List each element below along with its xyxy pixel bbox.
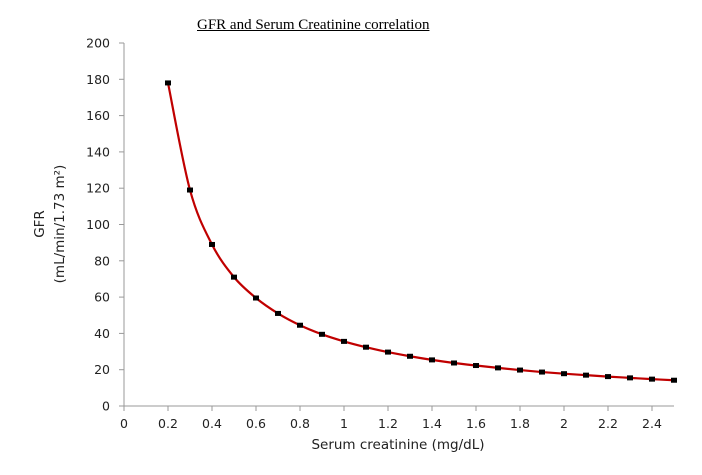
y-tick-label: 200 [86,36,110,51]
y-axis-label-line2: (mL/min/1.73 m²) [52,165,68,284]
y-tick-label: 100 [86,217,110,232]
x-tick-label: 0.4 [202,416,222,431]
y-axis-label-line1: GFR [32,210,48,238]
y-tick-label: 60 [94,290,110,305]
x-tick-label: 2.4 [642,416,662,431]
x-tick-label: 1 [340,416,348,431]
data-point [495,365,501,371]
data-point [319,331,325,337]
data-point [187,187,193,193]
data-point [429,357,435,363]
data-point [517,367,523,373]
data-point [407,353,413,359]
data-point [209,241,215,247]
data-point [605,374,611,380]
y-tick-label: 120 [86,181,110,196]
data-point [473,363,479,369]
y-tick-label: 20 [94,362,110,377]
data-point [671,377,677,383]
y-tick-label: 140 [86,144,110,159]
x-tick-label: 1.6 [466,416,486,431]
data-point [363,344,369,350]
data-point [451,360,457,366]
series-line [166,82,675,382]
data-point [649,376,655,382]
data-point [231,274,237,280]
x-axis-label: Serum creatinine (mg/dL) [311,437,484,453]
data-point [627,375,633,381]
y-tick-label: 0 [102,399,110,414]
data-point [539,369,545,375]
y-tick-label: 80 [94,253,110,268]
data-point [165,80,171,86]
data-point [561,371,567,377]
x-tick-label: 1.8 [510,416,530,431]
data-point [341,338,347,344]
x-tick-label: 0.6 [246,416,266,431]
x-tick-label: 0.2 [158,416,178,431]
data-point [583,372,589,378]
x-tick-label: 1.2 [378,416,398,431]
y-tick-label: 160 [86,108,110,123]
data-point [385,349,391,355]
x-tick-label: 0.8 [290,416,310,431]
x-tick-label: 0 [120,416,128,431]
x-tick-label: 2 [560,416,568,431]
y-tick-label: 180 [86,72,110,87]
x-tick-label: 2.2 [598,416,618,431]
y-tick-label: 40 [94,326,110,341]
data-point [297,322,303,328]
data-point [275,310,281,316]
x-tick-label: 1.4 [422,416,442,431]
data-point [253,295,259,301]
chart-title: GFR and Serum Creatinine correlation [197,17,430,33]
